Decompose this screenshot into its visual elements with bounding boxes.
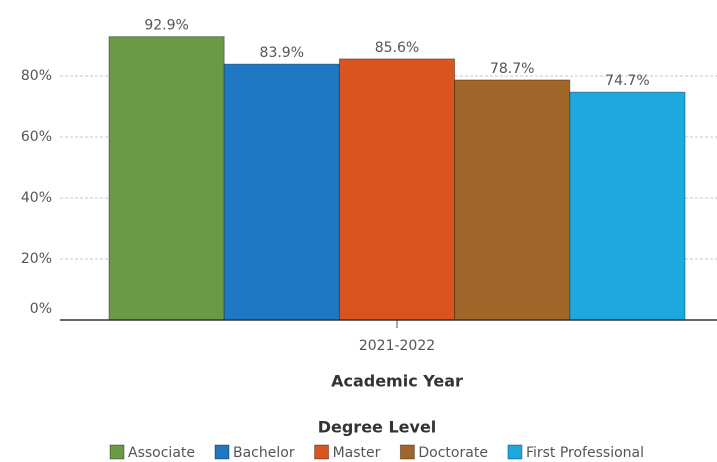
- data-label: 85.6%: [375, 40, 419, 56]
- legend-swatch: [214, 444, 230, 460]
- legend-label: Bachelor: [233, 445, 295, 461]
- legend-label: Associate: [128, 445, 195, 461]
- legend-swatch: [507, 444, 523, 460]
- x-tick-label: 2021-2022: [359, 338, 435, 354]
- bar: [338, 58, 456, 321]
- data-label: 83.9%: [260, 45, 304, 61]
- y-tick-label: 0%: [30, 301, 52, 317]
- y-tick-label: 60%: [21, 129, 52, 145]
- data-label: 92.9%: [144, 18, 188, 34]
- x-axis-title: Academic Year: [331, 372, 463, 391]
- y-tick-label: 20%: [21, 251, 52, 267]
- bar: [223, 63, 340, 321]
- data-label: 74.7%: [605, 73, 649, 89]
- bar: [454, 79, 571, 321]
- bar: [569, 91, 686, 321]
- y-tick-label: 80%: [21, 68, 52, 84]
- legend-swatch: [399, 444, 415, 460]
- legend-title: Degree Level: [318, 418, 437, 437]
- data-label: 78.7%: [490, 61, 534, 77]
- legend-swatch: [109, 444, 125, 460]
- bar: [108, 36, 225, 321]
- legend-label: Doctorate: [418, 445, 488, 461]
- y-tick-label: 40%: [21, 190, 52, 206]
- legend-swatch: [314, 444, 330, 460]
- legend-label: First Professional: [526, 445, 644, 461]
- legend-label: Master: [333, 445, 381, 461]
